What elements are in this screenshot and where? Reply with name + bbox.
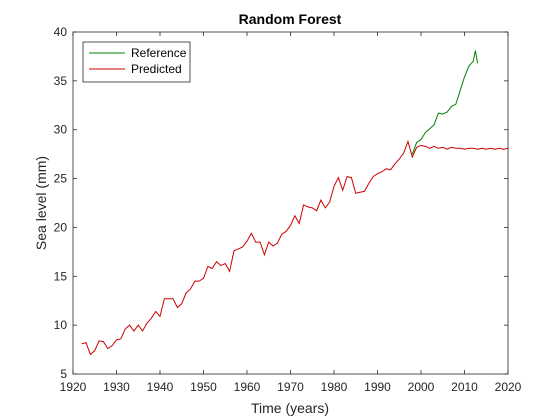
x-tick-label: 1960 xyxy=(234,380,261,394)
chart-title: Random Forest xyxy=(239,11,342,27)
y-tick-label: 35 xyxy=(54,74,68,88)
y-tick-label: 10 xyxy=(54,318,68,332)
series-line-reference xyxy=(411,50,479,155)
x-tick-label: 2010 xyxy=(451,380,478,394)
x-axis-label: Time (years) xyxy=(251,400,329,416)
x-tick-label: 1990 xyxy=(364,380,391,394)
series-line-predicted xyxy=(81,139,509,356)
x-tick-label: 1920 xyxy=(60,380,87,394)
x-tick-label: 1980 xyxy=(321,380,348,394)
y-tick-label: 40 xyxy=(54,25,68,39)
x-tick-label: 1930 xyxy=(103,380,130,394)
legend: Reference Predicted xyxy=(82,41,191,83)
legend-label-predicted: Predicted xyxy=(131,62,182,76)
plot-area: 1920 1930 1940 1950 1960 1970 1980 1990 2000 2010… xyxy=(54,25,522,394)
x-tick-label: 1970 xyxy=(277,380,304,394)
x-tick-label: 1940 xyxy=(147,380,174,394)
legend-box xyxy=(82,41,191,83)
y-tick-label: 20 xyxy=(54,220,68,234)
y-tick-label: 25 xyxy=(54,172,68,186)
y-tick-label: 30 xyxy=(54,123,68,137)
x-tick-label: 2020 xyxy=(495,380,522,394)
y-tick-label: 5 xyxy=(60,367,67,381)
x-tick-label: 1950 xyxy=(190,380,217,394)
x-tick-label: 2000 xyxy=(408,380,435,394)
y-axis-label: Sea level (mm) xyxy=(33,156,49,250)
legend-label-reference: Reference xyxy=(131,46,187,60)
y-tick-label: 15 xyxy=(54,269,68,283)
